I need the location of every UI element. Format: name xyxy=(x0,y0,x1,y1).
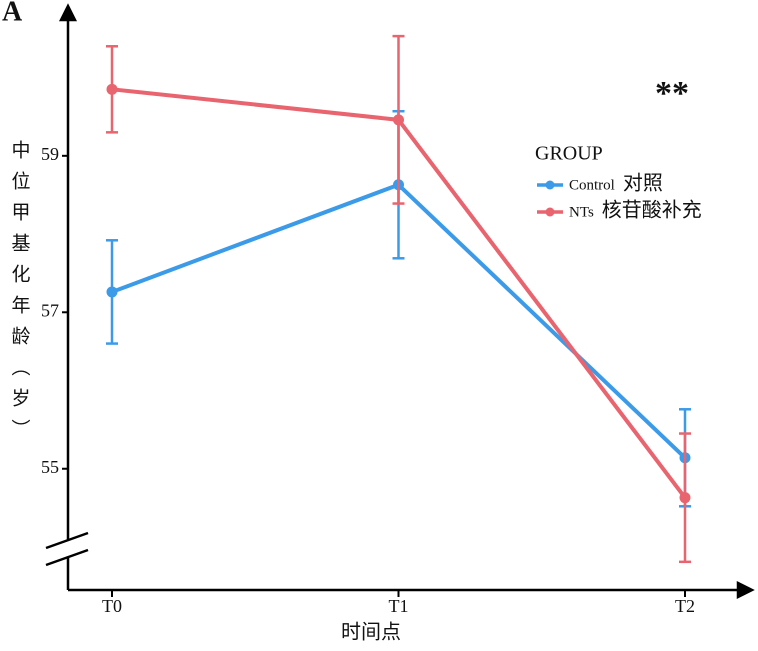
y-tick-label: 59 xyxy=(41,144,59,164)
legend-label-cn: 对照 xyxy=(623,171,663,195)
axis-break xyxy=(45,531,89,550)
x-axis-label: 时间点 xyxy=(341,620,401,644)
point xyxy=(393,114,404,126)
y-tick-label: 57 xyxy=(41,300,59,320)
legend-title: GROUP xyxy=(535,143,603,165)
point xyxy=(679,492,691,504)
axis-break xyxy=(45,548,89,567)
legend-label: NTs xyxy=(569,204,594,220)
x-tick-label: T2 xyxy=(675,596,695,616)
annotation: ** xyxy=(655,75,689,112)
point xyxy=(106,83,118,95)
y-axis-arrow xyxy=(58,3,78,22)
x-axis-arrow xyxy=(736,580,755,600)
legend-label: Control xyxy=(569,177,615,193)
y-axis-label: 中位甲基化年龄（岁） xyxy=(9,140,31,450)
legend-swatch-dot xyxy=(545,207,555,217)
y-tick-label: 55 xyxy=(41,457,59,477)
x-tick-label: T1 xyxy=(389,596,409,616)
legend-swatch-dot xyxy=(545,180,555,190)
point xyxy=(106,286,118,298)
panel-label: A xyxy=(2,0,23,27)
x-tick-label: T0 xyxy=(102,596,122,616)
axes xyxy=(58,3,755,600)
legend-label-cn: 核苷酸补充 xyxy=(602,198,702,222)
axis-break-gap xyxy=(58,540,78,558)
